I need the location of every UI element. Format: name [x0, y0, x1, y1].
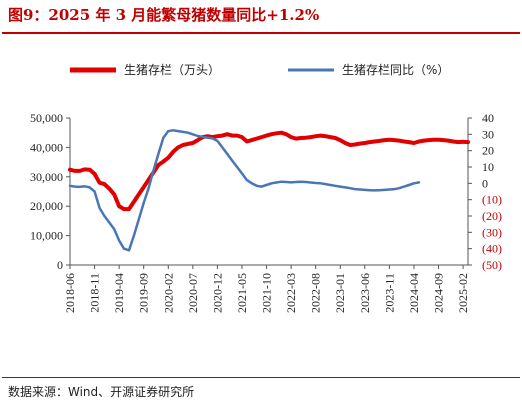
legend-label-1: 生猪存栏（万头） [124, 62, 220, 77]
x-tick-label: 2020-07 [186, 273, 200, 313]
right-tick-label: 10 [482, 160, 494, 174]
x-tick-label: 2019-09 [137, 273, 151, 313]
series-line-1 [68, 130, 470, 212]
x-tick-label: 2024-09 [432, 273, 446, 313]
x-tick-label: 2024-04 [407, 273, 421, 313]
x-tick-label: 2023-01 [333, 273, 347, 313]
left-tick-label: 20,000 [30, 199, 63, 213]
series-line-2 [68, 129, 421, 252]
chart-title: 图9：2025 年 3 月能繁母猪数量同比+1.2% [8, 6, 320, 24]
left-tick-label: 40,000 [30, 140, 63, 154]
legend: 生猪存栏（万头） 生猪存栏同比（%） [70, 62, 449, 77]
left-axis: 0 10,000 20,000 30,000 40,000 50,000 [30, 111, 71, 272]
x-tick-label: 2023-06 [358, 273, 372, 313]
right-tick-label: (50) [482, 258, 502, 272]
x-tick-label: 2019-04 [112, 273, 126, 313]
x-axis: 2018-06 2018-11 2019-04 2019-09 2020-02 2020-… [63, 264, 470, 313]
x-tick-label: 2022-08 [309, 273, 323, 313]
right-tick-label: (10) [482, 193, 502, 207]
right-tick-label: (40) [482, 242, 502, 256]
x-tick-label: 2018-06 [63, 273, 77, 313]
x-tick-label: 2021-10 [260, 273, 274, 313]
right-tick-label: 30 [482, 127, 494, 141]
right-tick-label: (20) [482, 209, 502, 223]
x-tick-label: 2020-12 [210, 273, 224, 313]
x-tick-label: 2021-05 [235, 273, 249, 313]
x-tick-label: 2020-02 [161, 273, 175, 313]
footer-divider [2, 377, 520, 378]
right-tick-label: (30) [482, 225, 502, 239]
left-tick-label: 0 [57, 258, 63, 272]
series-layer [68, 129, 470, 252]
left-tick-label: 30,000 [30, 170, 63, 184]
right-tick-label: 0 [482, 176, 488, 190]
title-divider [2, 32, 520, 34]
x-tick-label: 2018-11 [88, 273, 102, 313]
left-tick-label: 10,000 [30, 229, 63, 243]
left-tick-label: 50,000 [30, 111, 63, 125]
right-tick-label: 40 [482, 111, 494, 125]
right-tick-label: 20 [482, 144, 494, 158]
x-tick-label: 2025-02 [456, 273, 470, 313]
x-tick-label: 2022-03 [284, 273, 298, 313]
source-note: 数据来源：Wind、开源证券研究所 [8, 385, 195, 399]
right-axis: 40 30 20 10 0 (10) (20) (30) (40) (50) [467, 111, 502, 272]
legend-label-2: 生猪存栏同比（%） [342, 62, 449, 77]
x-tick-label: 2023-11 [382, 273, 396, 313]
